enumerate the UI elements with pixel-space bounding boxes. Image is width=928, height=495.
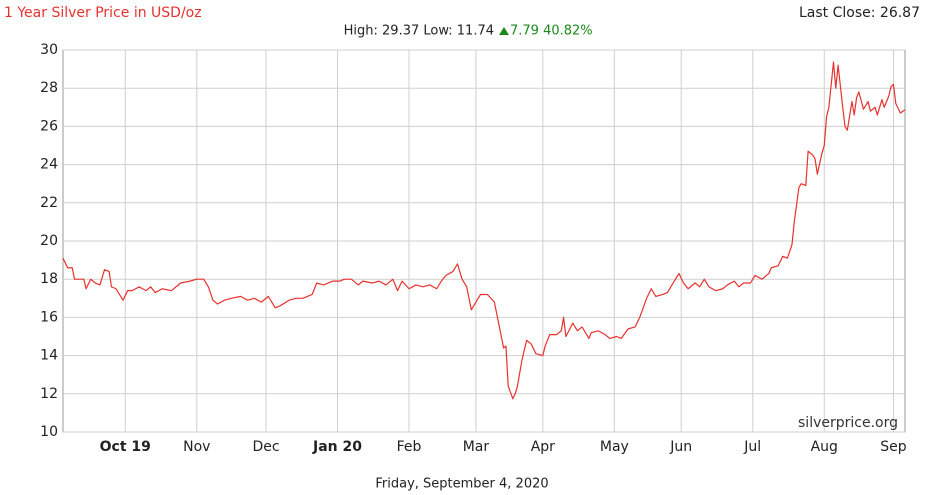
chart-title: 1 Year Silver Price in USD/oz	[4, 5, 202, 21]
last-close: Last Close: 26.87	[799, 5, 920, 21]
x-tick-label: Mar	[463, 439, 490, 455]
y-tick-label: 14	[40, 348, 58, 364]
watermark: silverprice.org	[798, 415, 898, 431]
x-tick-label: Jan 20	[312, 439, 362, 455]
y-tick-label: 30	[40, 42, 58, 58]
y-tick-label: 12	[40, 386, 58, 402]
date-footer: Friday, September 4, 2020	[375, 477, 548, 492]
price-line	[62, 61, 906, 400]
x-tick-label: Dec	[252, 439, 279, 455]
y-tick-label: 18	[40, 271, 58, 287]
y-tick-label: 20	[40, 233, 58, 249]
y-tick-label: 16	[40, 309, 58, 325]
x-tick-label: Oct 19	[100, 439, 151, 455]
y-tick-label: 24	[40, 157, 58, 173]
y-tick-label: 26	[40, 118, 58, 134]
x-tick-label: Jun	[669, 439, 692, 455]
x-tick-label: Jul	[743, 439, 761, 455]
y-tick-label: 28	[40, 80, 58, 96]
x-tick-label: Sep	[880, 439, 907, 455]
stats: High: 29.37 Low: 11.74	[344, 24, 494, 39]
up-arrow	[499, 27, 509, 35]
x-tick-label: Aug	[811, 439, 838, 455]
x-tick-label: Feb	[397, 439, 422, 455]
y-tick-label: 10	[40, 424, 58, 440]
change: 7.79 40.82%	[510, 24, 593, 39]
y-tick-label: 22	[40, 195, 58, 211]
x-tick-label: Nov	[183, 439, 210, 455]
x-tick-label: May	[600, 439, 629, 455]
x-tick-label: Apr	[531, 439, 555, 455]
